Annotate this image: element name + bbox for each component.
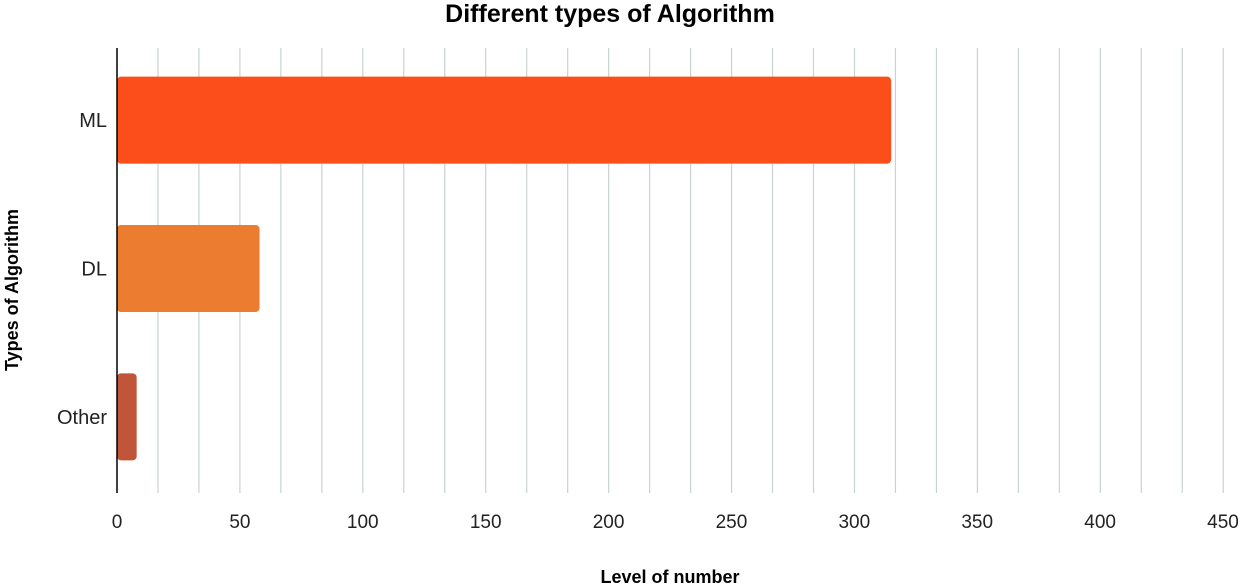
x-tick-label: 0 — [112, 512, 123, 533]
category-label-other: Other — [57, 407, 107, 429]
bar-other — [117, 373, 137, 461]
x-tick-labels: 0 50 100 150 200 250 300 350 400 450 — [112, 512, 1239, 533]
x-axis-title: Level of number — [600, 567, 739, 583]
x-tick-label: 150 — [470, 512, 502, 533]
x-tick-label: 250 — [716, 512, 748, 533]
category-label-ml: ML — [79, 110, 107, 132]
bar-ml — [117, 76, 892, 164]
x-tick-label: 200 — [593, 512, 625, 533]
y-axis-title: Types of Algorithm — [2, 209, 22, 371]
x-tick-label: 50 — [229, 512, 250, 533]
bars — [117, 76, 892, 461]
category-labels: ML DL Other — [57, 110, 107, 429]
x-tick-label: 300 — [838, 512, 870, 533]
x-tick-label: 400 — [1084, 512, 1116, 533]
x-tick-label: 450 — [1207, 512, 1239, 533]
x-tick-label: 100 — [347, 512, 379, 533]
category-label-dl: DL — [81, 259, 107, 281]
x-tick-label: 350 — [961, 512, 993, 533]
chart-title: Different types of Algorithm — [445, 0, 775, 28]
bar-dl — [117, 225, 260, 312]
